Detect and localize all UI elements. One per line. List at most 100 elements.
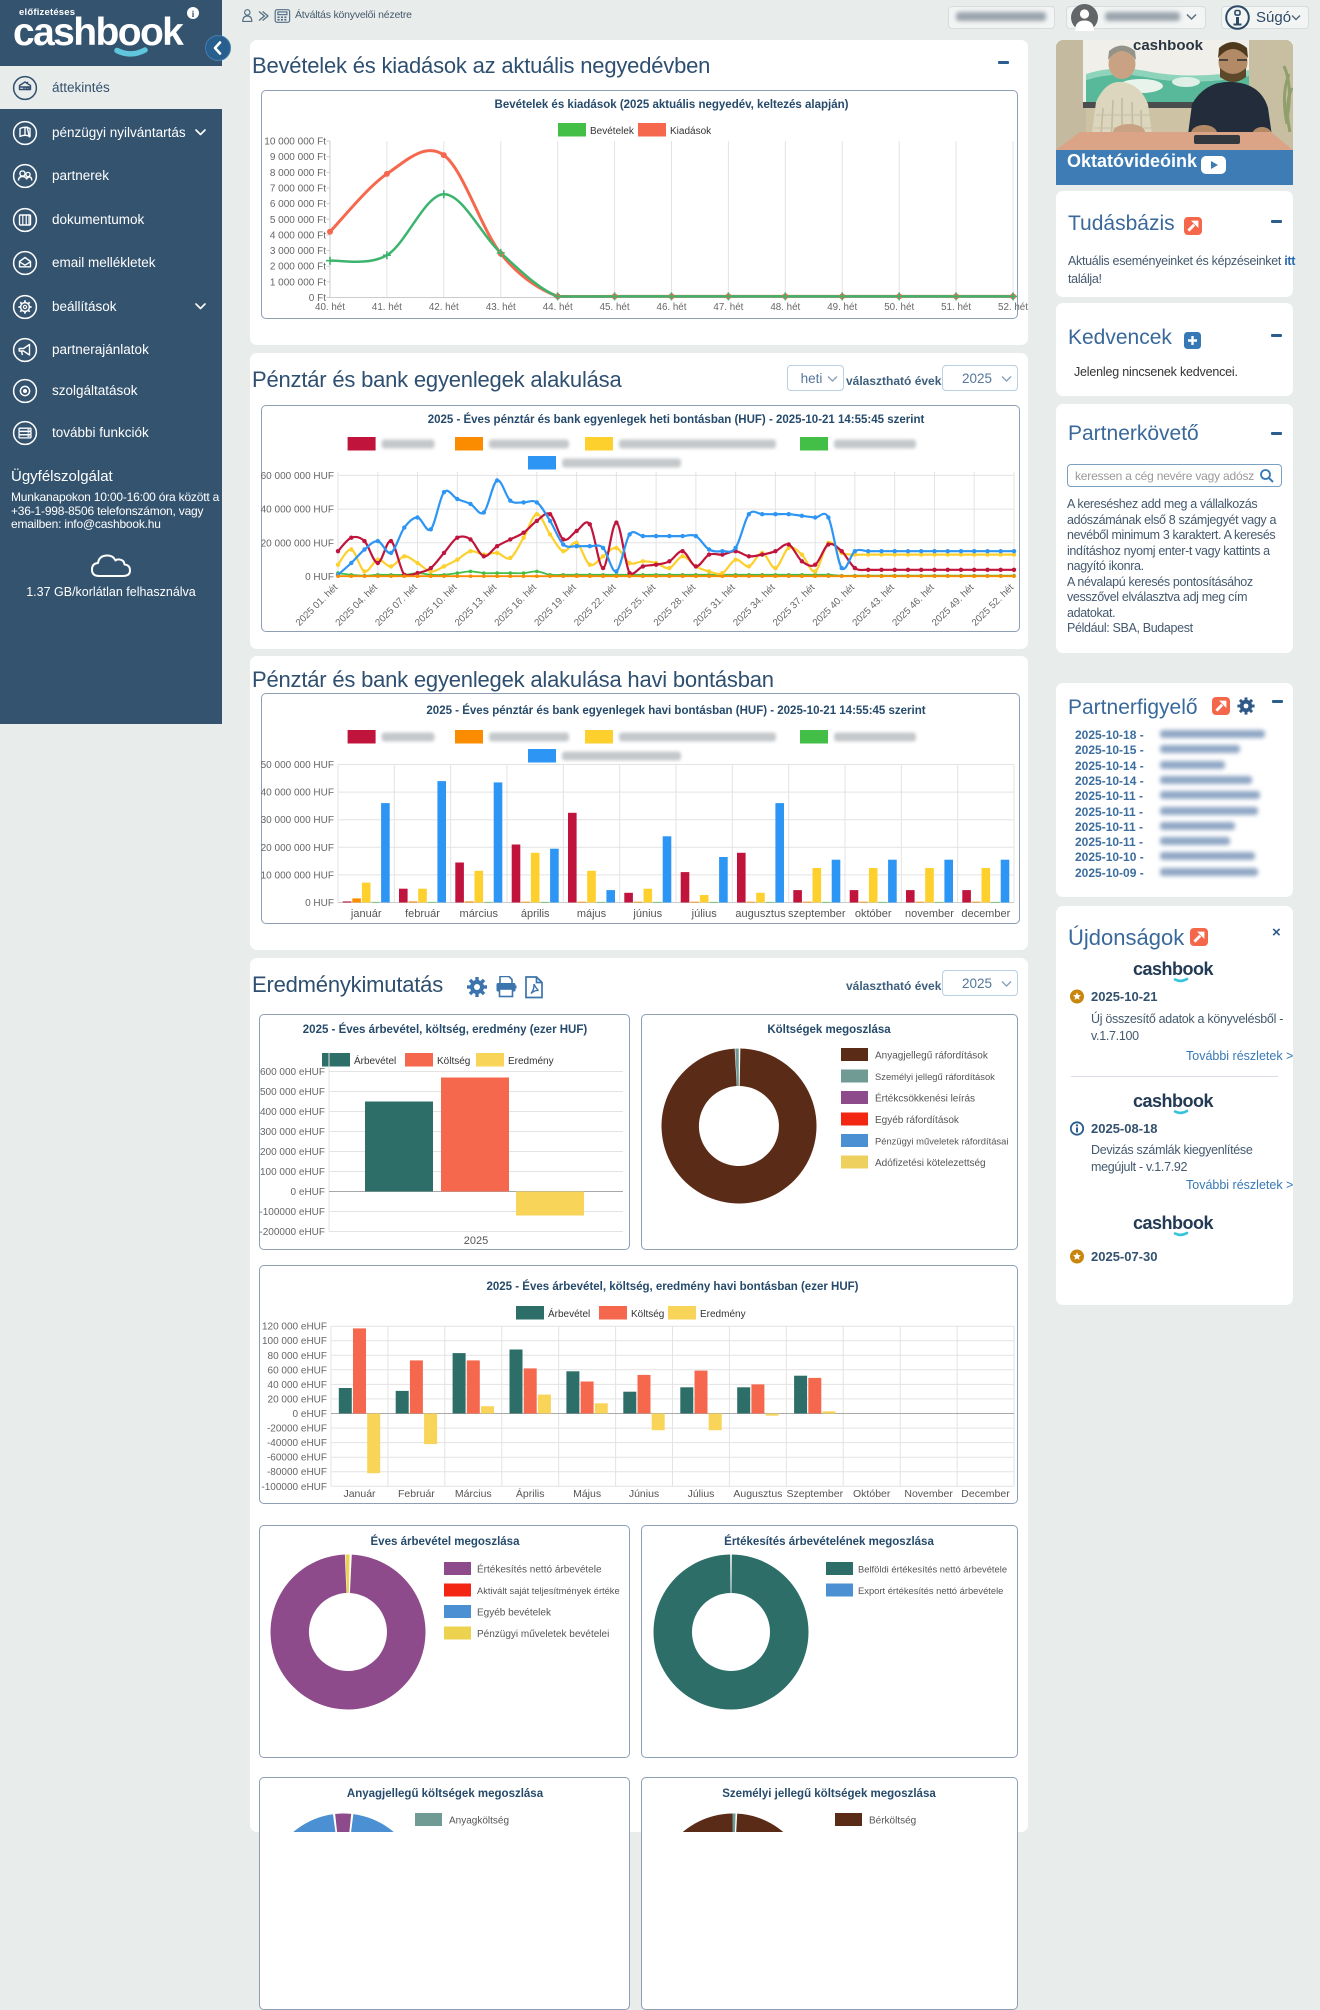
svg-text:8 000 000 Ft: 8 000 000 Ft	[270, 168, 326, 179]
svg-text:cashbook: cashbook	[1133, 40, 1204, 54]
svg-text:október: október	[855, 908, 892, 920]
svg-text:Február: Február	[398, 1488, 435, 1500]
svg-text:0 HUF: 0 HUF	[305, 898, 334, 909]
svg-text:Október: Október	[853, 1488, 891, 1500]
svg-text:3 000 000 Ft: 3 000 000 Ft	[270, 246, 326, 257]
svg-text:47. hét: 47. hét	[713, 302, 743, 313]
svg-text:Augusztus: Augusztus	[733, 1488, 782, 1500]
svg-text:60 000 eHUF: 60 000 eHUF	[268, 1365, 327, 1376]
svg-text:60 000 000 HUF: 60 000 000 HUF	[261, 471, 334, 482]
svg-text:Költség: Költség	[631, 1309, 664, 1320]
svg-text:45. hét: 45. hét	[600, 302, 630, 313]
svg-text:szeptember: szeptember	[788, 908, 846, 920]
svg-text:4 000 000 Ft: 4 000 000 Ft	[270, 230, 326, 241]
svg-text:Bérköltség: Bérköltség	[869, 1816, 916, 1827]
svg-text:43. hét: 43. hét	[486, 302, 516, 313]
svg-text:2025 - Éves pénztár és bank eg: 2025 - Éves pénztár és bank egyenlegek h…	[426, 704, 925, 717]
svg-text:100 000 eHUF: 100 000 eHUF	[262, 1336, 327, 1347]
svg-text:40 000 000 HUF: 40 000 000 HUF	[261, 788, 334, 799]
svg-text:-200000 eHUF: -200000 eHUF	[259, 1227, 325, 1238]
svg-text:7 000 000 Ft: 7 000 000 Ft	[270, 184, 326, 195]
svg-text:200 000 eHUF: 200 000 eHUF	[260, 1147, 325, 1158]
svg-text:50. hét: 50. hét	[884, 302, 914, 313]
svg-text:December: December	[961, 1488, 1010, 1500]
svg-text:49. hét: 49. hét	[827, 302, 857, 313]
svg-text:2025: 2025	[464, 1235, 488, 1247]
svg-text:0 eHUF: 0 eHUF	[291, 1187, 325, 1198]
svg-text:Belföldi értékesítés nettó árb: Belföldi értékesítés nettó árbevétele	[858, 1564, 1007, 1575]
svg-text:48. hét: 48. hét	[770, 302, 800, 313]
svg-text:Január: Január	[343, 1488, 376, 1500]
svg-text:Értékesítés árbevételének mego: Értékesítés árbevételének megoszlása	[724, 1535, 934, 1548]
svg-text:augusztus: augusztus	[735, 908, 786, 920]
svg-text:40. hét: 40. hét	[315, 302, 345, 313]
svg-text:Anyagjellegű ráfordítások: Anyagjellegű ráfordítások	[875, 1051, 989, 1062]
svg-text:Március: Március	[455, 1488, 492, 1500]
svg-text:20 000 000 HUF: 20 000 000 HUF	[261, 843, 334, 854]
svg-text:120 000 eHUF: 120 000 eHUF	[262, 1322, 327, 1333]
svg-text:Július: Július	[688, 1488, 715, 1500]
svg-text:Május: Május	[573, 1488, 601, 1500]
svg-text:március: március	[460, 908, 499, 920]
svg-text:Egyéb bevételek: Egyéb bevételek	[477, 1608, 552, 1619]
svg-text:50 000 000 HUF: 50 000 000 HUF	[261, 760, 334, 771]
svg-text:február: február	[405, 908, 440, 920]
svg-text:10 000 000 Ft: 10 000 000 Ft	[264, 137, 326, 148]
svg-text:július: július	[691, 908, 718, 920]
svg-text:9 000 000 Ft: 9 000 000 Ft	[270, 152, 326, 163]
svg-text:1 000 000 Ft: 1 000 000 Ft	[270, 277, 326, 288]
svg-text:Árbevétel: Árbevétel	[548, 1307, 590, 1320]
svg-text:2025 - Éves árbevétel, költség: 2025 - Éves árbevétel, költség, eredmény…	[487, 1280, 859, 1293]
svg-text:51. hét: 51. hét	[941, 302, 971, 313]
svg-text:Értékcsökkenési leírás: Értékcsökkenési leírás	[875, 1092, 975, 1105]
svg-text:április: április	[521, 908, 550, 920]
svg-text:Költség: Költség	[437, 1056, 470, 1067]
svg-text:6 000 000 Ft: 6 000 000 Ft	[270, 199, 326, 210]
svg-text:-60000 eHUF: -60000 eHUF	[267, 1453, 327, 1464]
svg-text:5 000 000 Ft: 5 000 000 Ft	[270, 215, 326, 226]
svg-text:46. hét: 46. hét	[657, 302, 687, 313]
svg-text:44. hét: 44. hét	[543, 302, 573, 313]
svg-text:Személyi jellegű ráfordítások: Személyi jellegű ráfordítások	[875, 1071, 995, 1082]
svg-text:Anyagjellegű költségek megoszl: Anyagjellegű költségek megoszlása	[347, 1788, 544, 1800]
svg-text:Eredmény: Eredmény	[700, 1309, 746, 1320]
svg-text:November: November	[904, 1488, 953, 1500]
svg-text:május: május	[577, 908, 607, 920]
svg-text:2025 52. hét: 2025 52. hét	[970, 582, 1016, 628]
svg-text:Éves árbevétel megoszlása: Éves árbevétel megoszlása	[371, 1535, 521, 1548]
svg-text:-100000 eHUF: -100000 eHUF	[259, 1207, 325, 1218]
svg-text:Adófizetési kötelezettség: Adófizetési kötelezettség	[875, 1158, 986, 1169]
svg-text:Pénzügyi műveletek bevételei: Pénzügyi műveletek bevételei	[477, 1629, 609, 1640]
svg-text:Bevételek: Bevételek	[590, 126, 635, 137]
svg-text:20 000 000 HUF: 20 000 000 HUF	[261, 538, 334, 549]
svg-text:január: január	[350, 908, 382, 920]
svg-text:-80000 eHUF: -80000 eHUF	[267, 1467, 327, 1478]
svg-text:-20000 eHUF: -20000 eHUF	[267, 1424, 327, 1435]
svg-text:Árbevétel: Árbevétel	[354, 1054, 396, 1067]
svg-text:20 000 eHUF: 20 000 eHUF	[268, 1394, 327, 1405]
svg-text:Aktivált saját teljesítmények: Aktivált saját teljesítmények értéke	[477, 1586, 620, 1596]
svg-text:0 eHUF: 0 eHUF	[293, 1409, 327, 1420]
svg-text:december: december	[961, 908, 1010, 920]
svg-text:100 000 eHUF: 100 000 eHUF	[260, 1167, 325, 1178]
svg-text:400 000 eHUF: 400 000 eHUF	[260, 1107, 325, 1118]
svg-text:500 000 eHUF: 500 000 eHUF	[260, 1087, 325, 1098]
svg-text:52. hét: 52. hét	[998, 302, 1028, 313]
svg-text:-40000 eHUF: -40000 eHUF	[267, 1438, 327, 1449]
svg-text:42. hét: 42. hét	[429, 302, 459, 313]
svg-text:november: november	[905, 908, 954, 920]
svg-text:i: i	[192, 9, 195, 19]
svg-text:Személyi jellegű költségek meg: Személyi jellegű költségek megoszlása	[722, 1788, 936, 1800]
svg-text:40 000 eHUF: 40 000 eHUF	[268, 1380, 327, 1391]
svg-text:Költségek megoszlása: Költségek megoszlása	[767, 1024, 891, 1036]
svg-text:10 000 000 HUF: 10 000 000 HUF	[261, 870, 334, 881]
svg-text:600 000 eHUF: 600 000 eHUF	[260, 1067, 325, 1078]
svg-text:-100000 eHUF: -100000 eHUF	[261, 1482, 327, 1493]
svg-text:Június: Június	[629, 1488, 659, 1500]
svg-text:június: június	[632, 908, 662, 920]
svg-text:2 000 000 Ft: 2 000 000 Ft	[270, 262, 326, 273]
svg-text:2025 - Éves pénztár és bank eg: 2025 - Éves pénztár és bank egyenlegek h…	[428, 413, 925, 426]
svg-text:Eredmény: Eredmény	[508, 1056, 554, 1067]
svg-text:Egyéb ráfordítások: Egyéb ráfordítások	[875, 1115, 960, 1126]
svg-text:Export értékesítés nettó árbev: Export értékesítés nettó árbevétele	[858, 1585, 1003, 1596]
